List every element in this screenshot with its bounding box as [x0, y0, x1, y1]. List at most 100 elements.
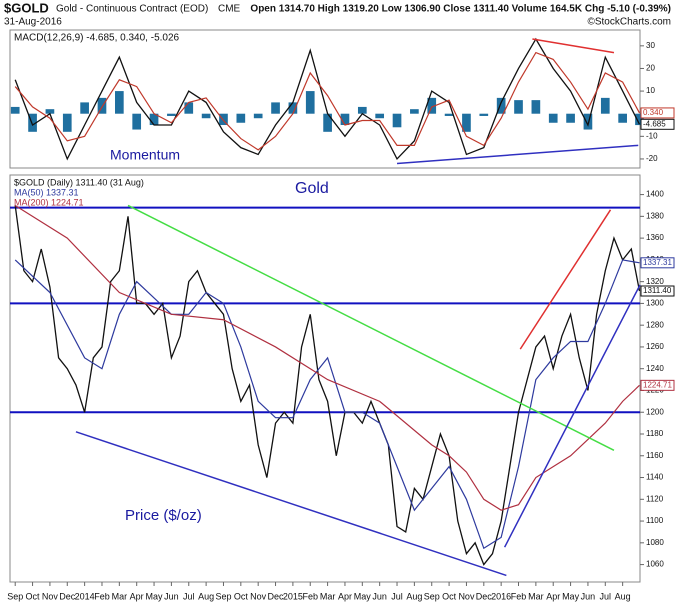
x-tick-label: Nov: [42, 591, 59, 601]
y-tick-label: 30: [646, 41, 655, 50]
histogram-bar: [62, 113, 72, 132]
histogram-bar: [132, 113, 142, 130]
x-tick-label: Nov: [250, 591, 267, 601]
y-tick-label: 1360: [646, 233, 664, 242]
histogram-bar: [323, 113, 332, 132]
y-tick-label: -20: [646, 154, 658, 163]
histogram-bar: [462, 113, 471, 132]
histogram-bar: [410, 109, 419, 114]
y-tick-label: 10: [646, 86, 655, 95]
last-value-label: -4.685: [643, 119, 666, 128]
histogram-bar: [288, 102, 298, 114]
price-annotation: Price ($/oz): [125, 507, 202, 524]
x-tick-label: Mar: [112, 591, 128, 601]
histogram-bar: [427, 97, 437, 114]
last-value-label: 1224.71: [643, 380, 672, 389]
legend-entry: MA(50) 1337.31: [14, 187, 79, 197]
trend-line: [75, 431, 507, 577]
x-tick-label: Jul: [600, 591, 612, 601]
date: 31-Aug-2016: [4, 17, 62, 28]
histogram-bar: [149, 113, 159, 126]
histogram-bar: [514, 100, 523, 114]
x-tick-label: Jun: [581, 591, 596, 601]
histogram-bar: [583, 113, 593, 130]
histogram-bar: [357, 106, 367, 114]
macd-panel: [9, 29, 641, 169]
histogram-bar: [548, 113, 558, 123]
x-tick-label: Sep: [215, 591, 231, 601]
last-value-box: [640, 118, 675, 130]
legend-entry: MA(200) 1224.71: [14, 197, 84, 207]
x-tick-label: 2016: [491, 591, 511, 601]
histogram-bar: [115, 91, 124, 114]
x-tick-label: Mar: [320, 591, 336, 601]
last-value-box: [640, 285, 675, 297]
x-tick-label: May: [562, 591, 580, 601]
x-tick-label: Apr: [338, 591, 352, 601]
x-tick-label: Mar: [528, 591, 544, 601]
y-tick-label: 1320: [646, 277, 664, 286]
last-value-label: 1337.31: [643, 258, 672, 267]
x-tick-label: Oct: [442, 591, 457, 601]
legend-entry: $GOLD (Daily) 1311.40 (31 Aug): [14, 177, 144, 187]
x-tick-label: Nov: [458, 591, 475, 601]
y-tick-label: 1100: [646, 516, 664, 525]
x-tick-label: Feb: [94, 591, 110, 601]
macd-annotation: Momentum: [110, 147, 180, 163]
histogram-bar: [167, 113, 176, 116]
last-value-box: [640, 379, 675, 391]
histogram-bar: [531, 100, 541, 114]
series-line: [14, 259, 640, 550]
histogram-bar: [375, 113, 385, 119]
x-tick-label: Oct: [26, 591, 41, 601]
last-value-label: 0.340: [643, 108, 664, 117]
y-tick-label: 1140: [646, 473, 664, 482]
x-tick-label: 2014: [75, 591, 95, 601]
histogram-bar: [97, 97, 107, 114]
series-line: [14, 204, 640, 511]
histogram-bar: [305, 91, 315, 114]
x-tick-label: Aug: [198, 591, 214, 601]
histogram-bar: [10, 106, 20, 114]
x-tick-label: Feb: [302, 591, 318, 601]
x-tick-label: Aug: [615, 591, 631, 601]
trend-line: [532, 38, 615, 54]
histogram-bar: [219, 113, 228, 126]
y-tick-label: 1160: [646, 451, 664, 460]
x-tick-label: Sep: [424, 591, 440, 601]
x-tick-label: Dec: [268, 591, 285, 601]
macd-legend: MACD(12,26,9) -4.685, 0.340, -5.026: [14, 33, 180, 44]
histogram-bar: [618, 113, 627, 123]
trend-line: [127, 204, 615, 451]
histogram-bar: [236, 113, 246, 123]
histogram-bar: [45, 109, 55, 114]
last-value-box: [640, 107, 675, 119]
histogram-bar: [271, 102, 280, 114]
histogram-bar: [340, 113, 350, 126]
histogram-bar: [496, 97, 506, 114]
price-title: Gold: [295, 180, 329, 197]
trend-line: [519, 209, 612, 350]
histogram-bar: [253, 113, 263, 119]
symbol: $GOLD: [4, 0, 49, 15]
y-tick-label: 20: [646, 64, 655, 73]
series-line: [14, 205, 641, 566]
x-tick-label: Jun: [164, 591, 179, 601]
trend-line: [503, 284, 641, 548]
trend-line: [396, 144, 639, 165]
y-tick-label: 1060: [646, 560, 664, 569]
x-tick-label: May: [354, 591, 372, 601]
credit: ©StockCharts.com: [587, 17, 671, 28]
histogram-bar: [566, 113, 575, 123]
histogram-bar: [28, 113, 37, 132]
y-tick-label: 1180: [646, 429, 664, 438]
histogram-bar: [479, 113, 489, 116]
histogram-bar: [635, 113, 644, 126]
histogram-bar: [600, 97, 610, 114]
x-tick-label: Dec: [59, 591, 76, 601]
exchange: CME: [218, 4, 241, 15]
price-panel: [9, 174, 641, 583]
instrument: Gold - Continuous Contract (EOD): [56, 4, 208, 15]
x-tick-label: Aug: [406, 591, 422, 601]
